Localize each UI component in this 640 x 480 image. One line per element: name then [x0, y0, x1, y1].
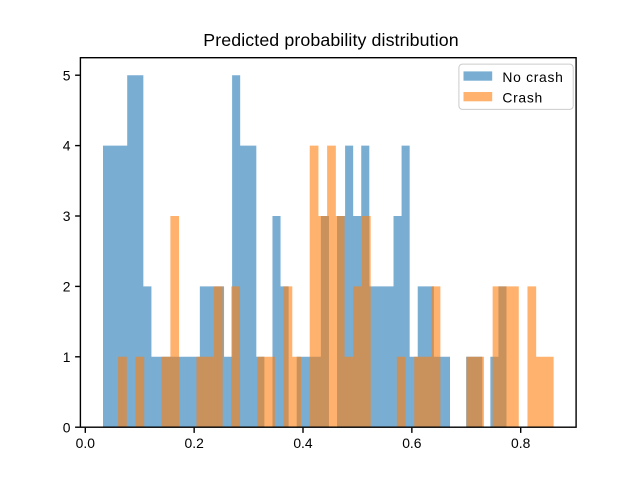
svg-text:0: 0	[63, 419, 71, 435]
svg-text:Predicted probability distribu: Predicted probability distribution	[203, 30, 458, 50]
svg-text:0.4: 0.4	[293, 435, 313, 451]
svg-text:3: 3	[63, 208, 71, 224]
svg-text:0.2: 0.2	[185, 435, 205, 451]
svg-text:0.6: 0.6	[402, 435, 422, 451]
svg-text:5: 5	[63, 67, 71, 83]
svg-text:No crash: No crash	[502, 69, 563, 85]
svg-text:0.0: 0.0	[76, 435, 96, 451]
svg-text:4: 4	[63, 138, 71, 154]
svg-text:Crash: Crash	[502, 90, 543, 106]
svg-text:2: 2	[63, 278, 71, 294]
svg-text:1: 1	[63, 349, 71, 365]
svg-text:0.8: 0.8	[511, 435, 531, 451]
